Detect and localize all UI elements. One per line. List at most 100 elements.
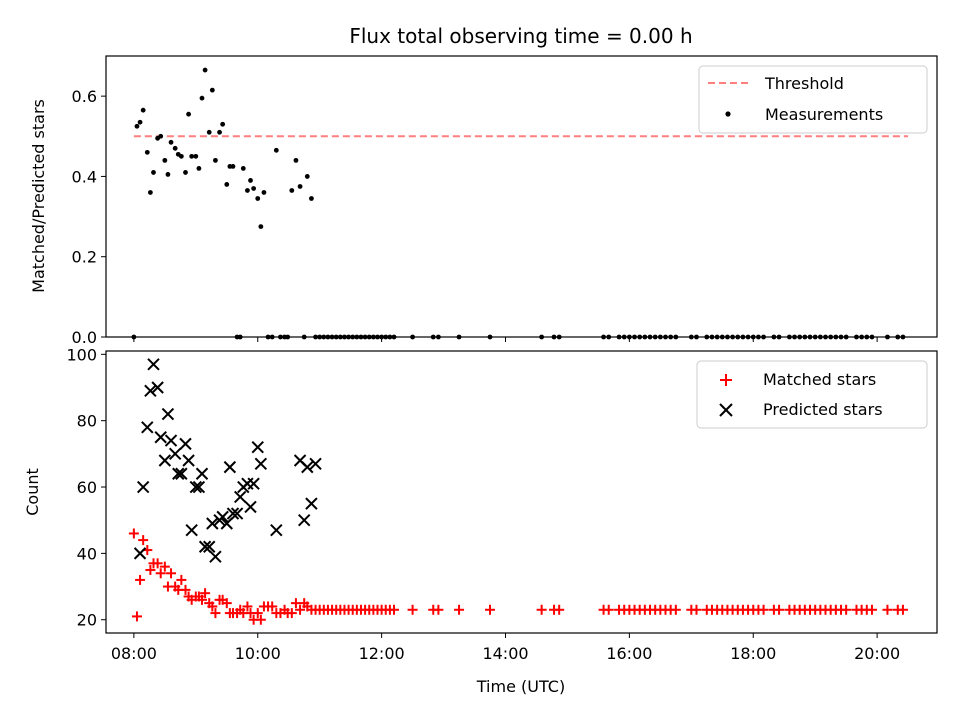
- predicted-star-point: [144, 384, 157, 398]
- y-tick-label: 100: [66, 345, 97, 364]
- measurement-point: [137, 119, 143, 125]
- x-axis-label: Time (UTC): [476, 677, 565, 696]
- predicted-star-point: [154, 431, 167, 444]
- measurement-point: [273, 147, 279, 153]
- predicted-star-point: [254, 457, 268, 471]
- measurement-point: [144, 149, 150, 155]
- chart-title: Flux total observing time = 0.00 h: [349, 24, 692, 48]
- matched-star-point: [454, 604, 465, 615]
- measurement-point: [168, 139, 174, 145]
- matched-star-point: [152, 558, 163, 569]
- matched-star-point: [691, 604, 702, 615]
- matched-star-point: [210, 608, 221, 619]
- matched-star-point: [135, 574, 146, 585]
- ratio-legend: Threshold Measurements: [698, 65, 928, 134]
- matched-star-point: [252, 608, 263, 619]
- predicted-star-point: [133, 547, 147, 560]
- measurement-point: [199, 95, 205, 101]
- predicted-star-point: [206, 517, 219, 530]
- y-tick-label: 20: [77, 611, 97, 630]
- predicted-star-point: [233, 490, 247, 504]
- matched-star-point: [758, 604, 769, 615]
- measurement-point: [193, 153, 199, 159]
- y-tick-label: 0.2: [72, 248, 97, 267]
- matched-star-point: [841, 604, 852, 615]
- matched-star-point: [180, 584, 191, 595]
- predicted-star-point: [151, 381, 164, 394]
- measurement-point: [178, 153, 184, 159]
- predicted-star-point: [179, 437, 192, 451]
- measurement-point: [183, 170, 188, 175]
- measurement-point: [289, 188, 295, 193]
- ratio-y-axis: 0.0 0.2 0.4 0.6: [72, 87, 106, 347]
- y-tick-label: 80: [77, 412, 97, 431]
- x-tick-label: 12:00: [359, 644, 405, 663]
- measurement-point: [297, 184, 303, 189]
- y-tick-label: 0.4: [72, 167, 97, 186]
- count-x-axis: 08:00 10:00 12:00 14:00 16:00 18:00 20:00: [111, 633, 900, 663]
- x-tick-label: 16:00: [606, 644, 652, 663]
- count-y-axis: 20 40 60 80 100: [66, 345, 106, 630]
- matched-star-point: [155, 568, 166, 579]
- measurement-point: [202, 67, 208, 73]
- measurement-point: [240, 166, 246, 171]
- matched-star-point: [882, 604, 893, 615]
- matched-star-point: [255, 614, 266, 625]
- predicted-star-point: [220, 517, 233, 530]
- matched-star-point: [221, 598, 232, 609]
- matched-star-point: [242, 601, 253, 612]
- matched-star-point: [670, 604, 681, 615]
- count-legend-box: [696, 360, 928, 429]
- matched-star-point: [200, 588, 211, 599]
- predicted-star-point: [297, 513, 311, 527]
- matched-star-point: [554, 604, 565, 615]
- legend-measurements-swatch: [725, 111, 731, 117]
- measurement-point: [172, 145, 178, 151]
- predicted-star-point: [209, 550, 222, 563]
- measurement-point: [293, 157, 299, 163]
- predicted-star-point: [158, 454, 172, 467]
- legend-measurements-label: Measurements: [765, 105, 883, 124]
- measurement-point: [147, 190, 153, 195]
- predicted-star-point: [247, 477, 260, 490]
- y-tick-label: 0.6: [72, 87, 97, 106]
- matched-star-point: [128, 528, 139, 539]
- count-panel: 20 40 60 80 100 08:00 10:00 12:00 14:00 16:00 18:…: [23, 345, 938, 696]
- y-tick-label: 40: [77, 544, 97, 563]
- matched-star-point: [145, 564, 156, 575]
- y-tick-label: 0.0: [72, 328, 97, 347]
- predicted-star-point: [141, 421, 154, 434]
- x-tick-label: 18:00: [730, 644, 776, 663]
- predicted-star-point: [270, 523, 283, 537]
- predicted-star-point: [168, 447, 182, 461]
- ratio-legend-box: [698, 65, 928, 134]
- matched-star-point: [485, 604, 496, 615]
- matched-star-point: [176, 574, 187, 585]
- legend-matched-label: Matched stars: [763, 370, 876, 389]
- predicted-star-point: [192, 480, 206, 494]
- x-tick-label: 20:00: [854, 644, 900, 663]
- matched-star-point: [207, 601, 218, 612]
- measurement-point: [209, 87, 215, 93]
- measurement-point: [245, 188, 250, 193]
- x-tick-label: 08:00: [111, 644, 157, 663]
- measurement-point: [251, 186, 257, 191]
- matched-star-point: [389, 604, 400, 615]
- predicted-star-point: [161, 407, 175, 421]
- count-y-axis-label: Count: [23, 468, 42, 516]
- matched-star-point: [774, 604, 785, 615]
- measurement-point: [220, 121, 226, 127]
- measurement-point: [134, 123, 140, 129]
- ratio-x-ticks: [133, 337, 878, 342]
- legend-matched-swatch: [720, 374, 732, 386]
- count-legend: Matched stars Predicted stars: [696, 360, 928, 429]
- predicted-star-point: [305, 497, 318, 510]
- matched-star-point: [267, 601, 278, 612]
- predicted-star-point: [230, 507, 244, 520]
- predicted-star-point: [226, 507, 240, 520]
- matched-star-point: [433, 604, 444, 615]
- x-tick-label: 14:00: [482, 644, 528, 663]
- matched-star-point: [866, 604, 877, 615]
- measurement-point: [258, 224, 264, 230]
